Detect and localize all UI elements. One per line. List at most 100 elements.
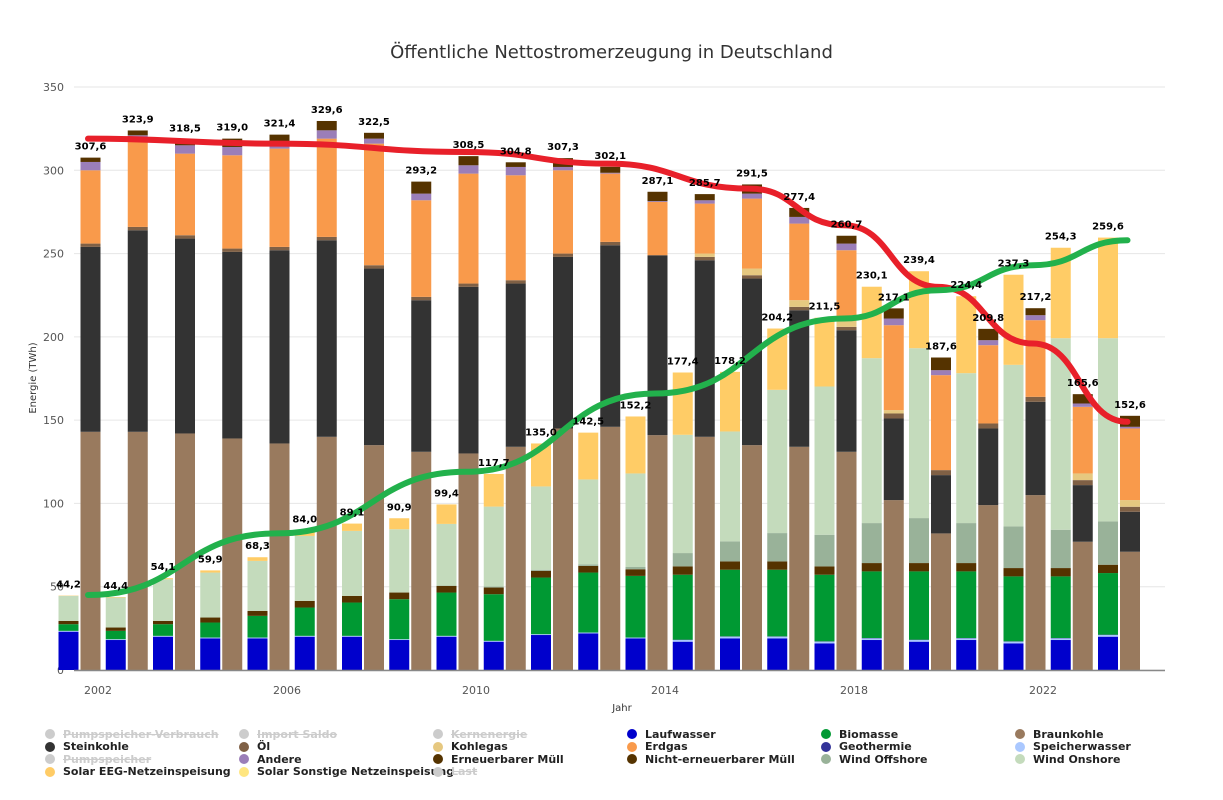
bar-segment-wind-onshore — [909, 348, 929, 519]
legend-item[interactable]: Geothermie — [821, 740, 1015, 753]
bar-segment-nicht-erneuerbarer-m-ll — [80, 157, 101, 162]
y-tick-label: 250 — [43, 248, 64, 261]
bar-segment-speicherwasser — [531, 634, 551, 636]
bar-segment-braunkohle — [1120, 551, 1140, 670]
bar-segment-solar-eeg-netzeinspeisung — [1050, 247, 1071, 339]
bar-segment-braunkohle — [931, 533, 951, 670]
bar-segment-solar-eeg-netzeinspeisung — [814, 317, 835, 387]
bar-segment-solar-eeg-netzeinspeisung — [767, 328, 788, 390]
bar-segment-steinkohle — [836, 330, 857, 452]
bar-segment-erneuerbarer-m-ll — [814, 566, 835, 575]
bar-segment-erneuerbarer-m-ll — [200, 617, 221, 623]
bar-segment-braunkohle — [883, 500, 904, 670]
bar-segment-steinkohle — [222, 251, 243, 439]
legend-label: Kohlegas — [451, 740, 508, 754]
bar-segment-andere — [1120, 426, 1140, 429]
legend-item[interactable]: Steinkohle — [45, 740, 239, 753]
bar-segment-speicherwasser — [956, 638, 977, 641]
legend-dot-icon — [821, 729, 831, 740]
y-axis-label: Energie (TWh) — [28, 342, 39, 413]
bar-segment-nicht-erneuerbarer-m-ll — [1072, 394, 1093, 404]
bar-segment-speicherwasser — [909, 640, 929, 642]
bar-segment-laufwasser — [672, 641, 693, 670]
bar-segment-andere — [742, 193, 762, 199]
legend-dot-icon — [433, 741, 443, 752]
data-label-conventional: 209,8 — [972, 313, 1004, 324]
legend-item[interactable]: Wind Onshore — [1015, 753, 1209, 766]
bar-segment-steinkohle — [742, 278, 762, 446]
bar-segment-steinkohle — [647, 255, 668, 436]
bar-segment-erdgas — [1072, 406, 1093, 474]
data-label-conventional: 277,4 — [783, 192, 815, 203]
bar-segment-laufwasser — [389, 640, 410, 670]
bar-segment-laufwasser — [436, 636, 457, 670]
data-label-renewable: 239,4 — [903, 255, 935, 266]
legend-item[interactable]: Import Saldo — [239, 728, 433, 741]
bar-segment-wind-onshore — [767, 389, 788, 534]
legend-item[interactable]: Kernenergie — [433, 728, 627, 741]
legend-label: Wind Offshore — [839, 752, 928, 766]
data-label-renewable: 152,2 — [620, 400, 652, 411]
legend-item[interactable]: Wind Offshore — [821, 753, 1015, 766]
bar-segment-biomasse — [578, 572, 599, 633]
legend-item[interactable]: Kohlegas — [433, 740, 627, 754]
bar-segment-andere — [931, 370, 951, 376]
bar-segment-biomasse — [105, 630, 126, 640]
legend-label: Last — [451, 765, 478, 779]
bar-segment-steinkohle — [269, 250, 290, 444]
bar-segment-nicht-erneuerbarer-m-ll — [505, 162, 526, 167]
bar-segment-wind-offshore — [814, 534, 835, 567]
legend-item[interactable]: Erdgas — [627, 740, 821, 753]
bar-segment-solar-eeg-netzeinspeisung — [200, 570, 221, 573]
legend-item[interactable]: Andere — [239, 753, 433, 766]
bar-segment-laufwasser — [294, 636, 315, 670]
legend-item[interactable]: Last — [433, 765, 627, 779]
legend-dot-icon — [239, 766, 249, 777]
bar-segment-wind-offshore — [531, 569, 551, 571]
data-label-conventional: 217,1 — [878, 292, 910, 303]
bar-segment-speicherwasser — [767, 636, 788, 639]
bar-segment-braunkohle — [316, 436, 337, 670]
legend-item[interactable]: Braunkohle — [1015, 728, 1209, 741]
y-tick-label: 100 — [43, 497, 64, 510]
bar-segment-erneuerbarer-m-ll — [389, 592, 410, 600]
data-label-renewable: 259,6 — [1092, 222, 1124, 233]
legend-label: Erneuerbarer Müll — [451, 752, 564, 766]
bar-segment-laufwasser — [625, 638, 646, 670]
bar-segment-speicherwasser — [58, 630, 79, 632]
bar-segment-braunkohle — [269, 443, 290, 670]
bar-segment--l — [316, 236, 337, 241]
bar-segment-laufwasser — [578, 633, 599, 670]
legend-item[interactable]: Pumpspeicher-Verbrauch — [45, 728, 239, 741]
bar-segment-speicherwasser — [1003, 641, 1024, 644]
legend-item[interactable]: Pumpspeicher — [45, 753, 239, 766]
legend-item[interactable]: Öl — [239, 740, 433, 753]
legend-item[interactable]: Biomasse — [821, 728, 1015, 741]
bar-segment-solar-eeg-netzeinspeisung — [672, 372, 693, 435]
data-label-conventional: 322,5 — [358, 117, 390, 128]
legend-item[interactable]: Erneuerbarer Müll — [433, 753, 627, 766]
bar-segment-speicherwasser — [294, 635, 315, 637]
data-label-renewable: 178,2 — [714, 356, 746, 367]
y-tick-label: 0 — [57, 664, 64, 677]
legend-item[interactable]: Speicherwasser — [1015, 740, 1209, 753]
data-label-conventional: 165,6 — [1067, 378, 1099, 389]
legend-item[interactable]: Solar EEG-Netzeinspeisung — [45, 765, 239, 778]
bar-segment-erdgas — [836, 250, 857, 321]
bar-segment-laufwasser — [1050, 640, 1071, 670]
legend-item[interactable]: Solar Sonstige Netzeinspeisung — [239, 765, 454, 778]
bar-segment-andere — [364, 138, 384, 144]
bar-segment-steinkohle — [600, 245, 621, 427]
bar-segment-biomasse — [720, 569, 740, 637]
legend-dot-icon — [821, 754, 831, 765]
legend-item[interactable]: Nicht-erneuerbarer Müll — [627, 753, 821, 766]
legend-label: Import Saldo — [257, 727, 338, 741]
bar-segment-erdgas — [505, 175, 526, 281]
bar-segment-braunkohle — [600, 426, 621, 670]
legend-item[interactable]: Laufwasser — [627, 728, 821, 741]
legend-label: Kernenergie — [451, 727, 528, 741]
bar-segment-wind-onshore — [200, 572, 221, 618]
bar-segment-wind-offshore — [672, 553, 693, 567]
legend-dot-icon — [239, 741, 249, 752]
bar-segment-wind-offshore — [578, 564, 599, 566]
